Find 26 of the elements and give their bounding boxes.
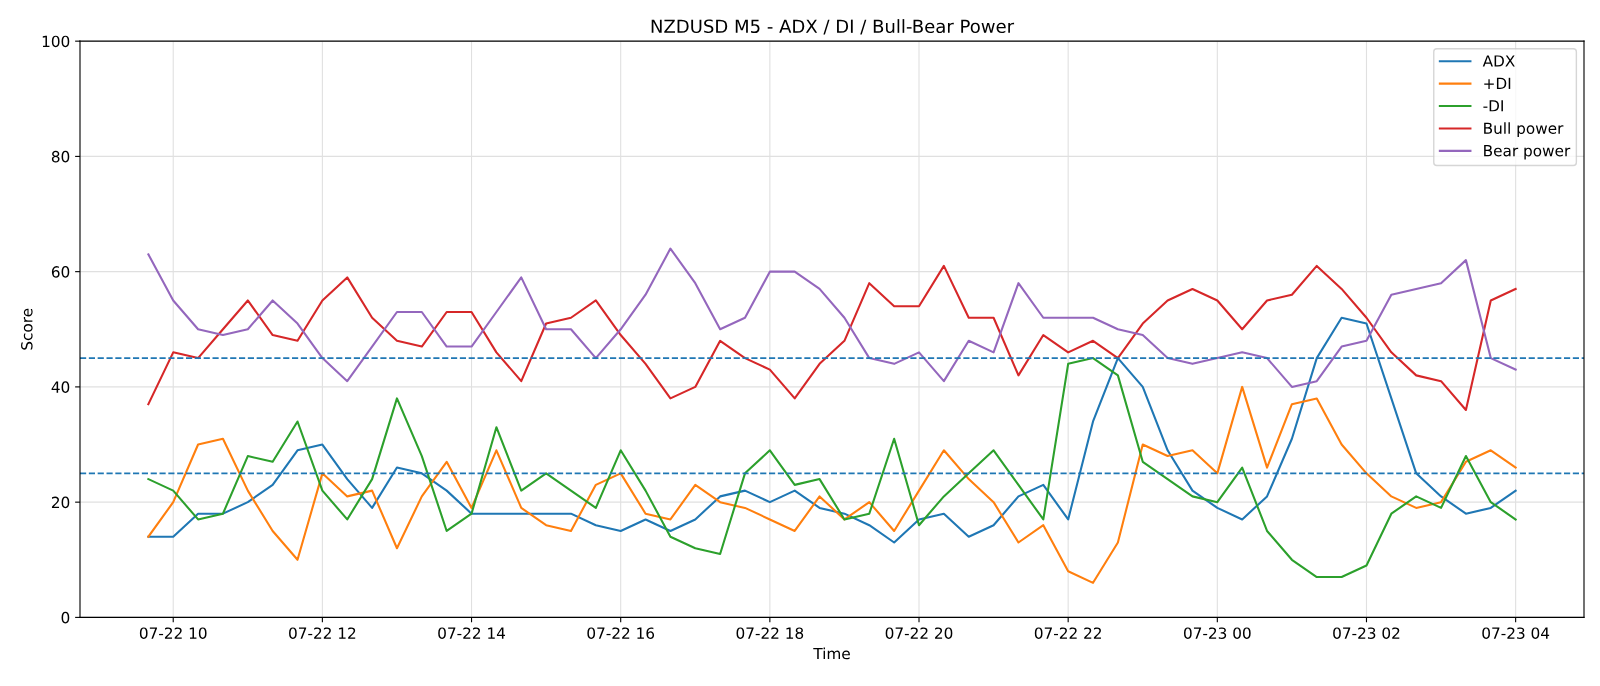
x-tick-label: 07-23 02: [1333, 627, 1400, 639]
x-tick-label: 07-22 14: [438, 627, 506, 639]
y-tick-label: 40: [51, 381, 70, 393]
x-tick-label: 07-23 04: [1482, 627, 1550, 639]
y-tick-label: 80: [51, 150, 70, 163]
legend-label: Bear power: [1484, 145, 1571, 160]
y-tick-label: 60: [51, 266, 70, 278]
legend-label: ADX: [1482, 55, 1515, 67]
legend-label: -DI: [1483, 100, 1503, 112]
y-axis-title: Score: [21, 308, 33, 350]
legend-label: Bull power: [1484, 122, 1564, 137]
y-tick-label: 100: [42, 35, 70, 48]
y-tick-label: 20: [51, 496, 70, 509]
x-tick-label: 07-22 12: [289, 627, 356, 639]
line-series: [147, 264, 1517, 411]
x-tick-label: 07-22 16: [587, 627, 655, 639]
x-tick-label: 07-23 00: [1183, 627, 1251, 639]
x-tick-label: 07-22 22: [1034, 627, 1101, 639]
x-tick-label: 07-22 18: [736, 627, 804, 639]
x-tick-label: 07-22 20: [885, 627, 953, 639]
line-series: [147, 247, 1517, 388]
x-tick-label: 07-22 10: [139, 627, 207, 639]
legend-label: +DI: [1484, 77, 1511, 89]
x-axis-title: Time: [813, 647, 850, 660]
y-tick-label: 0: [61, 611, 70, 624]
chart-title: NZDUSD M5 - ADX / DI / Bull-Bear Power: [651, 19, 1015, 35]
